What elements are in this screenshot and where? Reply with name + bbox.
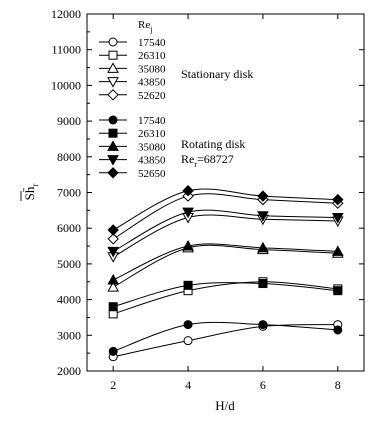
x-tick-label: 2 bbox=[110, 378, 116, 392]
data-point bbox=[257, 241, 269, 253]
y-axis-title: Sh̄r bbox=[20, 184, 40, 201]
legend-label: 35080 bbox=[138, 63, 166, 75]
rotating-re-value: =68727 bbox=[197, 152, 234, 166]
data-point bbox=[258, 279, 268, 289]
x-tick-label: 6 bbox=[260, 378, 266, 392]
y-tick-label: 7000 bbox=[57, 186, 81, 200]
series-markers bbox=[107, 185, 344, 362]
legend-label: 26310 bbox=[138, 50, 166, 62]
y-tick-label: 9000 bbox=[57, 114, 81, 128]
data-point bbox=[108, 302, 118, 312]
series-line bbox=[112, 193, 338, 240]
data-point bbox=[107, 281, 120, 292]
data-point bbox=[333, 325, 343, 335]
y-tick-label: 5000 bbox=[57, 257, 81, 271]
series-line bbox=[112, 243, 338, 281]
data-point bbox=[183, 320, 193, 330]
y-tick-label: 2000 bbox=[57, 364, 81, 378]
y-tick-label: 4000 bbox=[57, 293, 81, 307]
legend-label: 17540 bbox=[138, 37, 166, 49]
legend-marker bbox=[107, 167, 119, 179]
series-line bbox=[113, 282, 338, 308]
stationary-disk-label: Stationary disk bbox=[181, 67, 253, 81]
y-tick-label: 6000 bbox=[57, 221, 81, 235]
y-axis-title-text: Sh̄r bbox=[22, 184, 40, 201]
legend-label: 43850 bbox=[138, 77, 166, 89]
data-point bbox=[333, 286, 343, 296]
legend-marker bbox=[107, 89, 119, 101]
legend-marker bbox=[108, 115, 118, 125]
y-tick-label: 12000 bbox=[51, 7, 81, 21]
data-point bbox=[183, 336, 193, 346]
y-axis: 2000 3000 4000 5000 6000 7000 8000 9000 10000 110… bbox=[51, 7, 364, 378]
data-point bbox=[107, 233, 119, 245]
legend-label: 35080 bbox=[138, 141, 166, 153]
legend-marker bbox=[107, 77, 119, 88]
series-line bbox=[112, 188, 338, 231]
data-point bbox=[258, 320, 268, 330]
legend-header-main: Re bbox=[138, 19, 150, 31]
y-axis-title-sub: r bbox=[30, 184, 40, 187]
series-line bbox=[112, 244, 338, 288]
data-point bbox=[107, 224, 119, 236]
legend-label: 52620 bbox=[138, 90, 166, 102]
x-tick-label: 8 bbox=[335, 378, 341, 392]
data-point bbox=[182, 240, 194, 251]
data-point bbox=[182, 207, 194, 219]
y-axis-title-main: Sh̄ bbox=[22, 186, 37, 200]
x-tick-label: 4 bbox=[185, 378, 191, 392]
y-tick-label: 11000 bbox=[51, 43, 81, 57]
data-point bbox=[108, 346, 118, 356]
legend-label: 43850 bbox=[138, 155, 166, 167]
legend-marker bbox=[107, 62, 119, 73]
data-point bbox=[331, 212, 344, 224]
y-tick-label: 8000 bbox=[57, 150, 81, 164]
legend-marker bbox=[108, 128, 118, 138]
data-point bbox=[107, 273, 120, 285]
rotating-re-main: Re bbox=[181, 152, 194, 166]
legend-header: Rej bbox=[138, 19, 152, 34]
y-tick-label: 3000 bbox=[57, 328, 81, 342]
series-line bbox=[112, 209, 338, 252]
legend-marker bbox=[108, 37, 118, 47]
series-lines bbox=[112, 188, 338, 358]
x-axis: 2 4 6 8 bbox=[110, 14, 341, 392]
data-point bbox=[257, 190, 269, 202]
legend-label: 17540 bbox=[138, 115, 166, 127]
data-point bbox=[182, 185, 194, 197]
legend-header-sub: j bbox=[149, 25, 152, 34]
legend-marker bbox=[108, 50, 118, 60]
data-point bbox=[257, 211, 269, 222]
data-point bbox=[331, 245, 344, 256]
legend-label: 52650 bbox=[138, 168, 166, 180]
series-line bbox=[113, 324, 338, 358]
data-point bbox=[107, 246, 120, 258]
legend-label: 26310 bbox=[138, 128, 166, 140]
series-line bbox=[113, 321, 338, 352]
series-line bbox=[113, 281, 338, 315]
data-point bbox=[183, 280, 193, 290]
legend-marker bbox=[107, 155, 119, 166]
rotating-re-label: Rer=68727 bbox=[181, 152, 234, 169]
series-line bbox=[112, 214, 338, 258]
x-axis-title: H/d bbox=[215, 398, 235, 413]
rotating-re-sub: r bbox=[194, 160, 197, 169]
y-tick-label: 10000 bbox=[51, 78, 81, 92]
data-point bbox=[332, 193, 344, 206]
rotating-disk-label: Rotating disk bbox=[181, 137, 245, 151]
legend-marker bbox=[107, 140, 119, 151]
